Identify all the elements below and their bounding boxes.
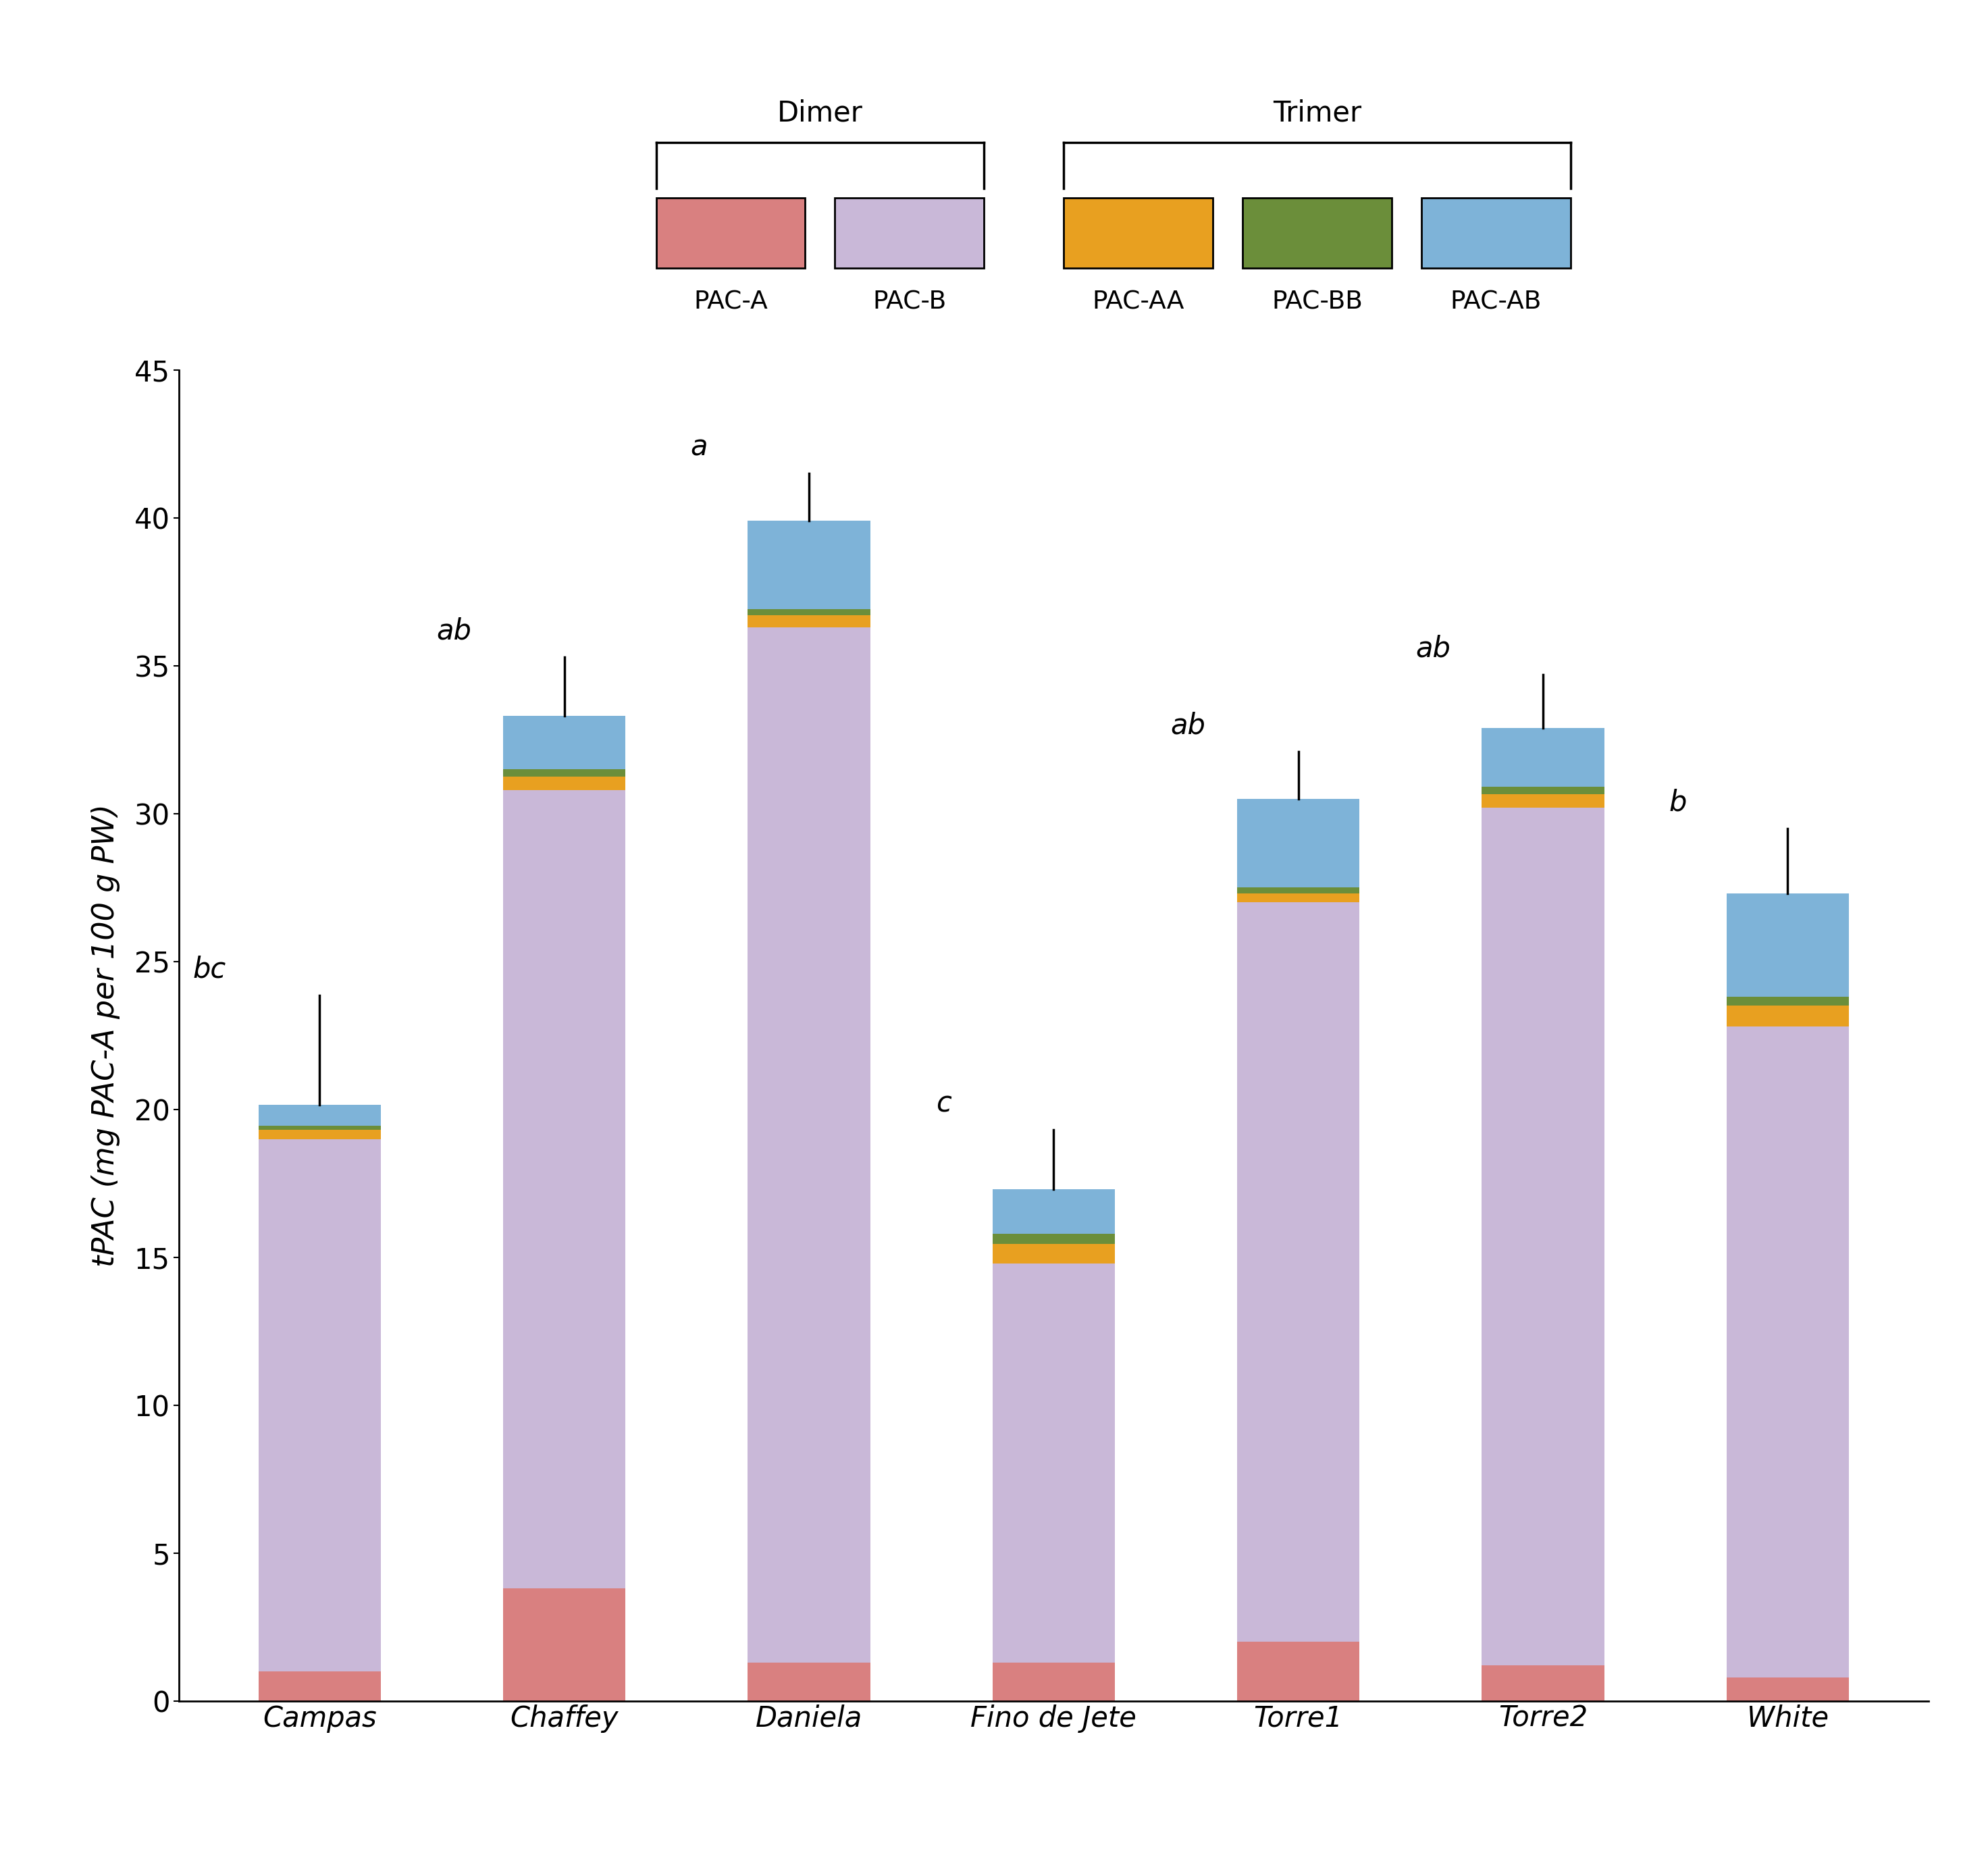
Y-axis label: tPAC (mg PAC-A per 100 g PW): tPAC (mg PAC-A per 100 g PW): [91, 804, 119, 1267]
Bar: [747, 610, 871, 616]
Text: ab: ab: [1171, 712, 1207, 740]
Bar: [258, 1126, 382, 1130]
Bar: [503, 1588, 626, 1701]
Bar: [1481, 729, 1604, 788]
Text: b: b: [1668, 788, 1686, 817]
Text: a: a: [690, 433, 708, 462]
Bar: [747, 616, 871, 627]
Bar: [1726, 893, 1849, 997]
Bar: [992, 1263, 1115, 1662]
Bar: [747, 1662, 871, 1701]
Bar: [1237, 1642, 1360, 1701]
Bar: [1237, 893, 1360, 902]
Bar: [1726, 1677, 1849, 1701]
Bar: [1481, 788, 1604, 795]
Text: PAC-AB: PAC-AB: [1451, 290, 1541, 314]
Bar: [1481, 808, 1604, 1666]
Bar: [1726, 997, 1849, 1006]
Bar: [1726, 1006, 1849, 1026]
Bar: [258, 1671, 382, 1701]
Bar: [747, 521, 871, 610]
Text: ab: ab: [437, 616, 471, 645]
Bar: [747, 627, 871, 1662]
Bar: [503, 769, 626, 777]
Text: Trimer: Trimer: [1272, 100, 1362, 128]
Bar: [1237, 888, 1360, 893]
Bar: [503, 716, 626, 769]
Bar: [258, 1106, 382, 1126]
Bar: [992, 1662, 1115, 1701]
Bar: [258, 1130, 382, 1139]
Bar: [503, 790, 626, 1588]
Text: PAC-BB: PAC-BB: [1272, 290, 1362, 314]
Text: PAC-A: PAC-A: [694, 290, 767, 314]
Bar: [1481, 795, 1604, 808]
Bar: [1237, 799, 1360, 888]
Text: PAC-AA: PAC-AA: [1091, 290, 1185, 314]
Bar: [1237, 902, 1360, 1642]
Text: bc: bc: [193, 956, 227, 984]
Bar: [992, 1189, 1115, 1233]
Text: PAC-B: PAC-B: [873, 290, 946, 314]
Bar: [258, 1139, 382, 1671]
Bar: [503, 777, 626, 790]
Bar: [1726, 1026, 1849, 1677]
Bar: [992, 1244, 1115, 1263]
Bar: [1481, 1666, 1604, 1701]
Bar: [992, 1233, 1115, 1244]
Text: ab: ab: [1415, 634, 1451, 662]
Text: Dimer: Dimer: [777, 100, 863, 128]
Text: c: c: [936, 1089, 952, 1119]
